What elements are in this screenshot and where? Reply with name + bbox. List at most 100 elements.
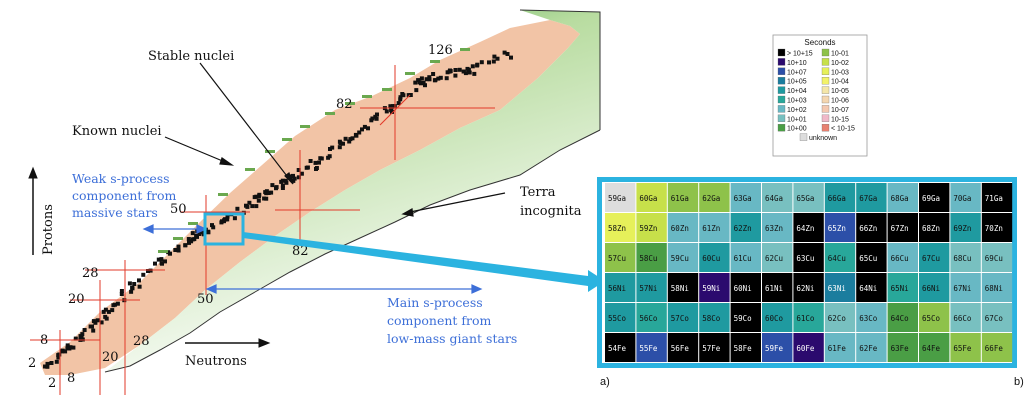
- legend-swatch: [777, 105, 786, 113]
- isotope-cell: [950, 213, 981, 242]
- legend-label: 10-05: [831, 88, 849, 95]
- terra-incognita-arrowhead: [401, 208, 414, 217]
- drip-fringe-mark: [173, 237, 183, 240]
- isotope-label: 63Co: [859, 314, 878, 323]
- isotope-cell: [856, 243, 887, 272]
- stable-nucleus: [408, 93, 413, 97]
- isotope-cell: [762, 333, 793, 362]
- isotope-grid: 59Ga 60Ga 61Ga 62Ga 63Ga 64Ga 65Ga 66Ga 67Ga 68Ga…: [605, 183, 1013, 362]
- isotope-cell: [762, 243, 793, 272]
- isotope-cell: [699, 213, 730, 242]
- isotope-cell: [824, 183, 856, 212]
- isotope-label: 58Zn: [608, 224, 626, 233]
- isotope-cell: [981, 333, 1013, 362]
- isotope-label: 68Cu: [953, 254, 971, 263]
- isotope-label: 60Zn: [671, 224, 689, 233]
- isotope-cell: [667, 213, 699, 242]
- legend-swatch: [821, 48, 830, 57]
- isotope-label: 67Ni: [953, 284, 971, 293]
- stable-nucleus: [99, 320, 104, 325]
- stable-nuclei-group: [43, 50, 513, 369]
- legend-label: 10+04: [787, 88, 807, 95]
- isotope-cell: [699, 333, 730, 362]
- magic-2-bottom: 2: [48, 376, 56, 391]
- stable-nucleus: [194, 234, 199, 238]
- isotope-cell: [636, 333, 667, 362]
- stable-nucleus: [183, 243, 188, 248]
- stable-nucleus: [292, 176, 297, 181]
- isotope-label: 68Ga: [891, 194, 909, 203]
- stable-nucleus: [433, 78, 438, 83]
- stable-nucleus: [91, 319, 96, 324]
- isotope-cell: [856, 303, 887, 332]
- protons-label: Protons: [41, 204, 56, 255]
- legend-label: < 10-15: [831, 126, 855, 133]
- legend-label: 10+07: [787, 69, 807, 76]
- stable-nucleus: [305, 165, 310, 170]
- isotope-label: 64Ga: [765, 194, 783, 203]
- stable-nucleus: [308, 159, 313, 163]
- isotope-label: 61Fe: [828, 344, 847, 353]
- isotope-label: 68Ni: [985, 284, 1003, 293]
- magic-50-bottom: 50: [197, 292, 214, 307]
- isotope-label: 62Zn: [734, 224, 752, 233]
- stable-nucleus: [245, 204, 250, 209]
- isotope-label: 55Fe: [639, 344, 658, 353]
- stable-nucleus: [190, 231, 195, 236]
- stable-nuclei-arrow: [199, 62, 291, 181]
- magic-82-bottom: 82: [292, 244, 309, 259]
- stable-nucleus: [80, 332, 85, 337]
- isotope-label: 66Fe: [985, 344, 1004, 353]
- isotope-label: 69Cu: [985, 254, 1003, 263]
- legend-swatch: [777, 48, 786, 57]
- isotope-label: 62Ni: [796, 284, 814, 293]
- stable-nucleus: [148, 268, 153, 273]
- stable-nucleus: [91, 328, 96, 333]
- stable-nucleus: [436, 76, 441, 81]
- stable-nucleus: [280, 183, 285, 188]
- zoom-pointer: [243, 232, 588, 286]
- legend-title: Seconds: [804, 38, 835, 47]
- isotope-cell: [699, 273, 730, 302]
- legend-swatch: [777, 77, 786, 85]
- legend-label: > 10+15: [787, 51, 813, 58]
- legend-label: 10-03: [831, 69, 849, 76]
- zoom-pointer-head: [588, 270, 605, 292]
- isotope-cell: [793, 333, 824, 362]
- legend-swatch: [777, 114, 786, 122]
- drip-fringe-mark: [345, 102, 355, 105]
- stable-nucleus: [419, 76, 424, 81]
- stable-nucleus: [197, 232, 202, 236]
- isotope-label: 70Zn: [985, 224, 1003, 233]
- isotope-cell: [856, 213, 887, 242]
- stable-nucleus: [431, 72, 436, 76]
- isotope-label: 57Fe: [702, 344, 721, 353]
- isotope-cell: [950, 303, 981, 332]
- isotope-label: 56Co: [639, 314, 658, 323]
- stable-nucleus: [43, 364, 47, 369]
- stable-nucleus: [401, 93, 406, 98]
- isotope-cell: [605, 183, 636, 212]
- magic-20-bottom: 20: [102, 350, 119, 365]
- weak-label-3: massive stars: [72, 205, 158, 220]
- isotope-cell: [699, 303, 730, 332]
- stable-nucleus: [176, 248, 181, 253]
- stable-nucleus: [283, 178, 288, 183]
- isotope-label: 63Ni: [828, 284, 846, 293]
- legend-swatch: [821, 58, 830, 66]
- isotope-label: 66Cu: [891, 254, 909, 263]
- stable-nucleus: [416, 78, 421, 83]
- isotope-cell: [950, 183, 981, 212]
- stable-nucleus: [68, 345, 73, 350]
- isotope-cell: [636, 243, 667, 272]
- stable-nucleus: [130, 285, 135, 290]
- stable-nucleus: [95, 318, 100, 323]
- isotope-cell: [856, 273, 887, 302]
- isotope-label: 67Ga: [859, 194, 877, 203]
- stable-nucleus: [262, 196, 267, 201]
- isotope-label: 62Cu: [765, 254, 783, 263]
- isotope-cell: [919, 183, 950, 212]
- stable-nucleus: [119, 292, 124, 296]
- proton-drip-fringe: [158, 48, 470, 253]
- stable-nucleus: [487, 60, 491, 65]
